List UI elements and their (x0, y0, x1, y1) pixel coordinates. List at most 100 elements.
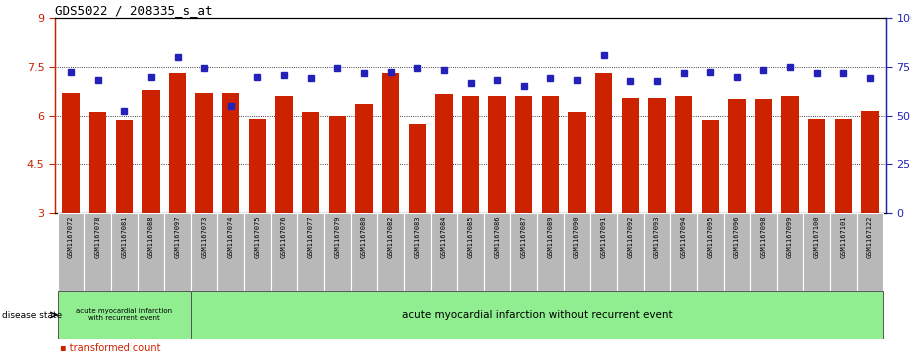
Bar (85, 213, 111, 291)
Text: GSM1167096: GSM1167096 (734, 215, 740, 258)
Bar (271, 213, 297, 291)
Text: GDS5022 / 208335_s_at: GDS5022 / 208335_s_at (55, 4, 212, 17)
Text: GSM1167100: GSM1167100 (814, 215, 820, 258)
Bar (351, 213, 377, 291)
Bar (542, 96, 559, 213)
Bar (777, 213, 804, 291)
Bar (244, 213, 271, 291)
Bar (834, 119, 852, 213)
Bar (621, 98, 639, 213)
Bar (462, 96, 479, 213)
Bar (324, 213, 351, 291)
Text: GSM1167074: GSM1167074 (228, 215, 234, 258)
Bar (196, 93, 213, 213)
Bar (377, 213, 404, 291)
Text: GSM1167077: GSM1167077 (308, 215, 313, 258)
Bar (355, 104, 373, 213)
Bar (808, 119, 825, 213)
Bar (435, 94, 453, 213)
Bar (697, 213, 723, 291)
Text: GSM1167087: GSM1167087 (521, 215, 527, 258)
Text: GSM1167093: GSM1167093 (654, 215, 660, 258)
Bar (408, 124, 425, 213)
Bar (302, 112, 320, 213)
Text: GSM1167099: GSM1167099 (787, 215, 793, 258)
Text: disease state: disease state (2, 310, 62, 319)
Text: acute myocardial infarction without recurrent event: acute myocardial infarction without recu… (402, 310, 672, 320)
Bar (564, 213, 590, 291)
Bar (138, 213, 164, 291)
Text: GSM1167089: GSM1167089 (548, 215, 553, 258)
Text: GSM1167122: GSM1167122 (867, 215, 873, 258)
Text: GSM1167095: GSM1167095 (707, 215, 713, 258)
Text: GSM1167083: GSM1167083 (415, 215, 420, 258)
Bar (830, 213, 856, 291)
Text: GSM1167090: GSM1167090 (574, 215, 580, 258)
Bar (568, 112, 586, 213)
Bar (329, 115, 346, 213)
Text: GSM1167097: GSM1167097 (175, 215, 180, 258)
Bar (649, 98, 666, 213)
Text: acute myocardial infarction
with recurrent event: acute myocardial infarction with recurre… (77, 309, 172, 322)
Bar (804, 213, 830, 291)
Bar (856, 213, 884, 291)
Text: GSM1167072: GSM1167072 (68, 215, 74, 258)
Text: GSM1167082: GSM1167082 (387, 215, 394, 258)
Bar (750, 213, 777, 291)
Bar (249, 119, 266, 213)
Bar (116, 121, 133, 213)
Bar (701, 121, 719, 213)
Text: GSM1167080: GSM1167080 (361, 215, 367, 258)
Bar (515, 96, 532, 213)
Bar (111, 213, 138, 291)
Bar (755, 99, 773, 213)
Bar (484, 213, 510, 291)
Bar (431, 213, 457, 291)
Bar (89, 112, 107, 213)
Bar (169, 73, 186, 213)
Bar (382, 73, 399, 213)
Bar (457, 213, 484, 291)
Bar (617, 213, 644, 291)
Text: GSM1167084: GSM1167084 (441, 215, 447, 258)
Bar (57, 213, 85, 291)
Text: ▪ transformed count: ▪ transformed count (59, 343, 160, 352)
Text: GSM1167094: GSM1167094 (681, 215, 687, 258)
Text: GSM1167086: GSM1167086 (494, 215, 500, 258)
Bar (62, 93, 79, 213)
Bar (404, 213, 431, 291)
Text: GSM1167081: GSM1167081 (121, 215, 128, 258)
Bar (275, 96, 292, 213)
Text: GSM1167085: GSM1167085 (467, 215, 474, 258)
Text: GSM1167091: GSM1167091 (600, 215, 607, 258)
Bar (644, 213, 670, 291)
Bar (164, 213, 190, 291)
Bar (675, 96, 692, 213)
Bar (190, 213, 218, 291)
Bar (782, 96, 799, 213)
Text: GSM1167101: GSM1167101 (840, 215, 846, 258)
Bar (595, 73, 612, 213)
Text: GSM1167075: GSM1167075 (254, 215, 261, 258)
Text: GSM1167073: GSM1167073 (201, 215, 207, 258)
Bar (297, 213, 324, 291)
Text: GSM1167088: GSM1167088 (148, 215, 154, 258)
Bar (510, 213, 537, 291)
Text: GSM1167078: GSM1167078 (95, 215, 100, 258)
Text: GSM1167076: GSM1167076 (281, 215, 287, 258)
Bar (537, 213, 564, 291)
Bar (862, 111, 879, 213)
Text: GSM1167079: GSM1167079 (334, 215, 341, 258)
Bar (728, 99, 745, 213)
Bar (190, 291, 884, 339)
Bar (218, 213, 244, 291)
Text: GSM1167098: GSM1167098 (761, 215, 766, 258)
Bar (723, 213, 750, 291)
Bar (488, 96, 506, 213)
Bar (590, 213, 617, 291)
Text: GSM1167092: GSM1167092 (628, 215, 633, 258)
Bar (670, 213, 697, 291)
Bar (142, 90, 159, 213)
Bar (57, 291, 190, 339)
Bar (222, 93, 240, 213)
